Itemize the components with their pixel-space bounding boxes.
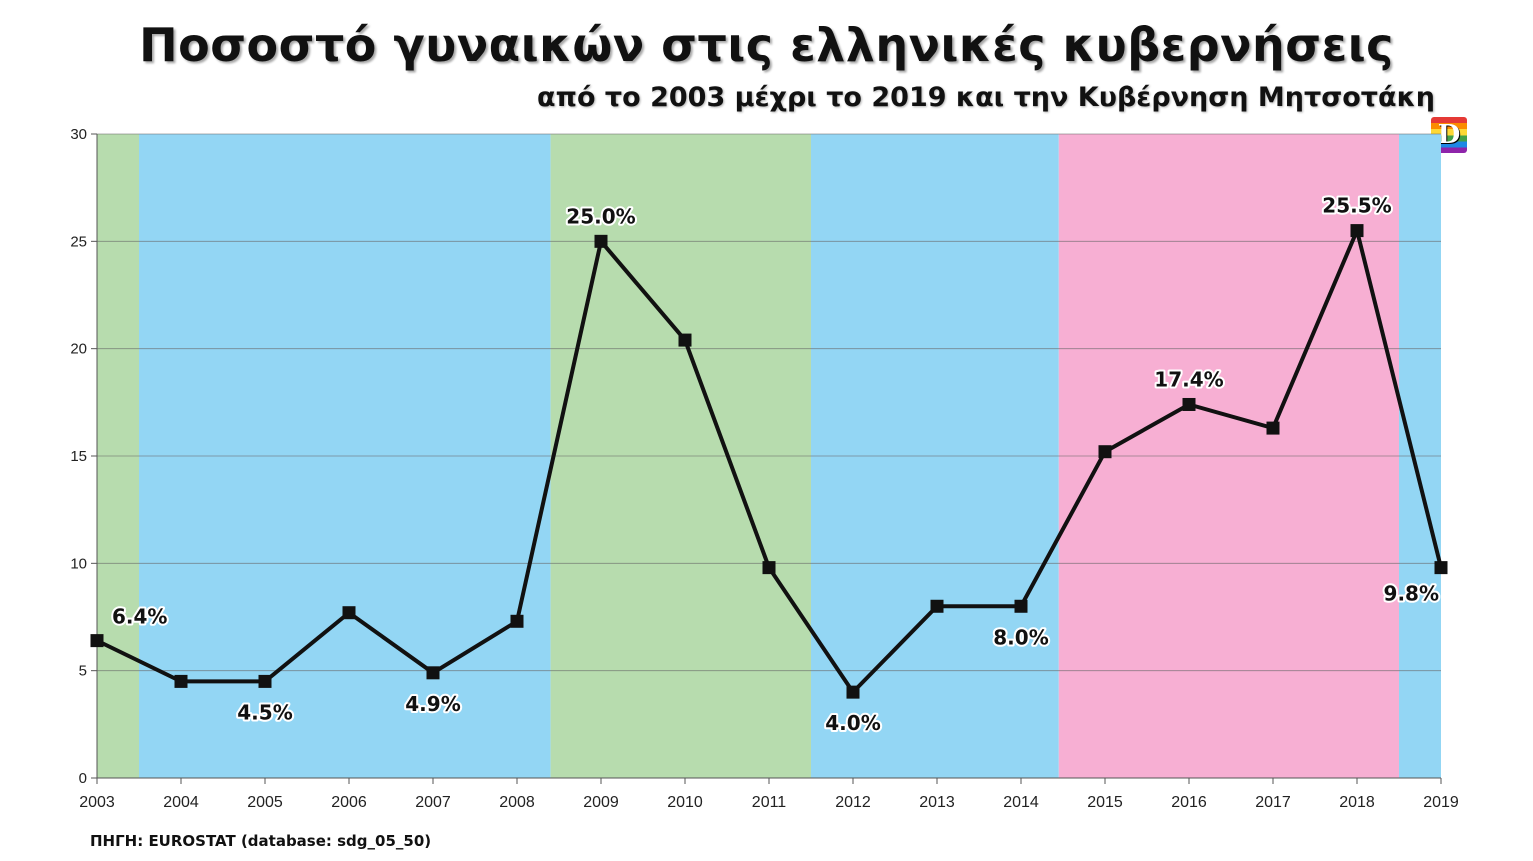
data-point-2019 bbox=[1434, 561, 1448, 575]
data-label-2019: 9.8% bbox=[1384, 582, 1439, 606]
data-point-2008 bbox=[510, 614, 524, 628]
y-tick-label-15: 15 bbox=[70, 448, 87, 465]
data-labels: 6.4% 4.5% 4.9% 25.0% 4.0% 8.0% 17.4% 25.5% 9.8% bbox=[110, 192, 1441, 738]
x-tick-label-2015: 2015 bbox=[1087, 794, 1123, 811]
data-points bbox=[90, 224, 1448, 699]
y-tick-label-10: 10 bbox=[70, 555, 87, 572]
data-point-2003 bbox=[90, 634, 104, 648]
chart-subtitle: από το 2003 μέχρι το 2019 και την Κυβέρν… bbox=[537, 82, 1435, 113]
source-note: ΠΗΓΗ: EUROSTAT (database: sdg_05_50) bbox=[90, 832, 432, 850]
y-tick-label-30: 30 bbox=[70, 126, 87, 143]
y-tick-label-20: 20 bbox=[70, 341, 87, 358]
x-tick-label-2007: 2007 bbox=[415, 794, 451, 811]
data-point-2016 bbox=[1182, 397, 1196, 411]
x-tick-label-2014: 2014 bbox=[1003, 794, 1039, 811]
x-tick-label-2008: 2008 bbox=[499, 794, 535, 811]
x-tick-label-2006: 2006 bbox=[331, 794, 367, 811]
data-label-2007: 4.9% bbox=[405, 692, 460, 716]
data-point-2012 bbox=[846, 685, 860, 699]
data-point-2005 bbox=[258, 674, 272, 688]
data-point-2014 bbox=[1014, 599, 1028, 613]
chart-title: Ποσοστό γυναικών στις ελληνικές κυβερνήσ… bbox=[139, 18, 1394, 72]
data-label-2016: 17.4% bbox=[1154, 367, 1223, 391]
data-point-2015 bbox=[1098, 445, 1112, 459]
x-tick-label-2005: 2005 bbox=[247, 794, 283, 811]
data-point-2007 bbox=[426, 666, 440, 680]
data-point-2004 bbox=[174, 674, 188, 688]
data-label-2012: 4.0% bbox=[825, 711, 880, 735]
data-label-2018: 25.5% bbox=[1322, 194, 1391, 218]
y-tick-label-0: 0 bbox=[79, 770, 87, 787]
data-label-2005: 4.5% bbox=[237, 700, 292, 724]
data-label-2003: 6.4% bbox=[112, 605, 167, 629]
data-label-2014: 8.0% bbox=[993, 625, 1048, 649]
x-tick-label-2009: 2009 bbox=[583, 794, 619, 811]
x-tick-label-2019: 2019 bbox=[1423, 794, 1459, 811]
x-tick-label-2012: 2012 bbox=[835, 794, 871, 811]
x-tick-label-2017: 2017 bbox=[1255, 794, 1291, 811]
data-label-2009: 25.0% bbox=[566, 204, 635, 228]
x-tick-label-2016: 2016 bbox=[1171, 794, 1207, 811]
data-point-2013 bbox=[930, 599, 944, 613]
data-point-2017 bbox=[1266, 421, 1280, 435]
x-tick-label-2013: 2013 bbox=[919, 794, 955, 811]
data-point-2018 bbox=[1350, 224, 1364, 238]
y-tick-label-25: 25 bbox=[70, 233, 87, 250]
data-point-2010 bbox=[678, 333, 692, 347]
data-point-2006 bbox=[342, 606, 356, 620]
x-tick-label-2018: 2018 bbox=[1339, 794, 1375, 811]
x-axis-ticks: 2003 2004 2005 2006 2007 2008 2009 2010 2011 2012… bbox=[79, 778, 1459, 811]
y-axis-ticks: 0 5 10 15 20 25 30 bbox=[70, 126, 97, 787]
y-tick-label-5: 5 bbox=[79, 663, 87, 680]
x-tick-label-2003: 2003 bbox=[79, 794, 115, 811]
data-point-2011 bbox=[762, 561, 776, 575]
x-tick-label-2004: 2004 bbox=[163, 794, 199, 811]
x-tick-label-2011: 2011 bbox=[752, 794, 787, 811]
x-tick-label-2010: 2010 bbox=[667, 794, 703, 811]
data-point-2009 bbox=[594, 234, 608, 248]
